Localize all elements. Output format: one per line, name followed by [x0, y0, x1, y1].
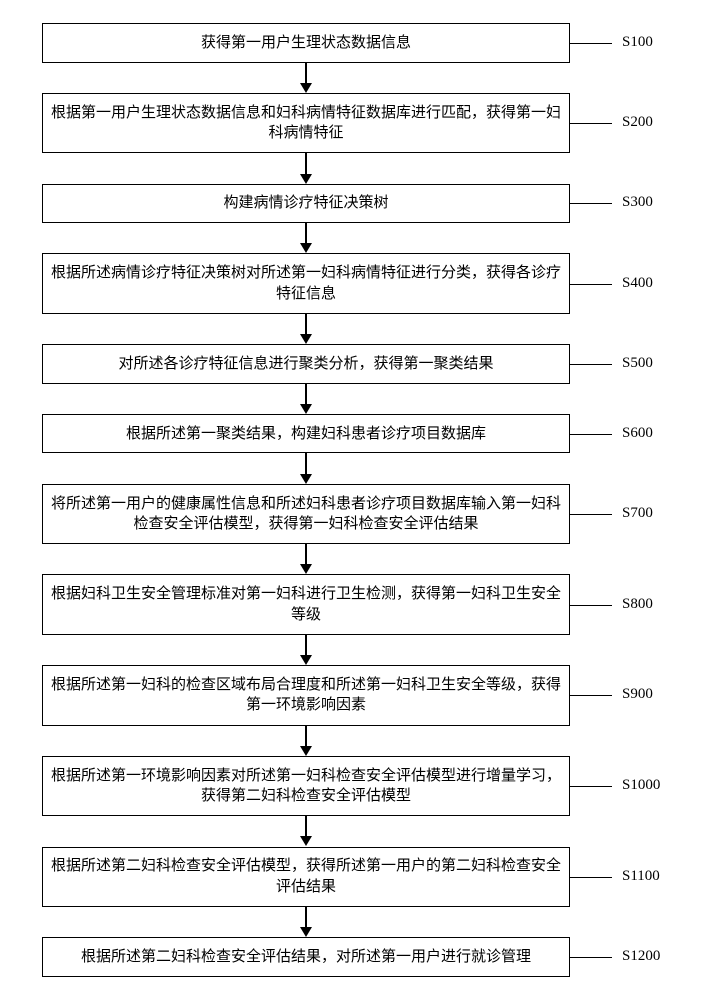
step-label-s400: S400	[622, 275, 653, 292]
step-label-s1100: S1100	[622, 868, 660, 885]
arrow-head-icon	[300, 174, 312, 184]
arrow-head-icon	[300, 746, 312, 756]
arrow-line	[305, 223, 307, 243]
label-connector-line	[570, 434, 612, 435]
flowchart-arrow	[300, 816, 312, 846]
flowchart-arrow	[300, 726, 312, 756]
flowchart-step-s1200: 根据所述第二妇科检查安全评估结果，对所述第一用户进行就诊管理	[42, 937, 570, 977]
step-text: 将所述第一用户的健康属性信息和所述妇科患者诊疗项目数据库输入第一妇科检查安全评估…	[51, 494, 561, 535]
step-text: 对所述各诊疗特征信息进行聚类分析，获得第一聚类结果	[118, 354, 493, 374]
step-label-s800: S800	[622, 596, 653, 613]
step-label-s1000: S1000	[622, 777, 660, 794]
label-connector-line	[570, 284, 612, 285]
step-label-s1200: S1200	[622, 948, 660, 965]
label-connector-line	[570, 203, 612, 204]
flowchart-step-s500: 对所述各诊疗特征信息进行聚类分析，获得第一聚类结果	[42, 344, 570, 384]
label-connector-line	[570, 123, 612, 124]
step-text: 根据所述第二妇科检查安全评估模型，获得所述第一用户的第二妇科检查安全评估结果	[51, 856, 561, 897]
arrow-line	[305, 63, 307, 83]
arrow-line	[305, 384, 307, 404]
step-label-s900: S900	[622, 686, 653, 703]
flowchart-arrow	[300, 153, 312, 183]
step-text: 获得第一用户生理状态数据信息	[201, 33, 411, 53]
flowchart-step-s1000: 根据所述第一环境影响因素对所述第一妇科检查安全评估模型进行增量学习，获得第二妇科…	[42, 756, 570, 816]
arrow-line	[305, 453, 307, 473]
arrow-head-icon	[300, 83, 312, 93]
label-connector-line	[570, 695, 612, 696]
arrow-line	[305, 153, 307, 173]
label-connector-line	[570, 877, 612, 878]
arrow-head-icon	[300, 474, 312, 484]
flowchart-arrow	[300, 63, 312, 93]
flowchart-arrow	[300, 453, 312, 483]
arrow-head-icon	[300, 564, 312, 574]
flowchart-arrow	[300, 384, 312, 414]
arrow-head-icon	[300, 655, 312, 665]
arrow-head-icon	[300, 836, 312, 846]
arrow-line	[305, 726, 307, 746]
label-connector-line	[570, 605, 612, 606]
label-connector-line	[570, 514, 612, 515]
arrow-line	[305, 907, 307, 927]
label-connector-line	[570, 364, 612, 365]
step-label-s600: S600	[622, 425, 653, 442]
flowchart-arrow	[300, 544, 312, 574]
step-text: 根据妇科卫生安全管理标准对第一妇科进行卫生检测，获得第一妇科卫生安全等级	[51, 584, 561, 625]
step-text: 根据所述第一妇科的检查区域布局合理度和所述第一妇科卫生安全等级，获得第一环境影响…	[51, 675, 561, 716]
flowchart-container: 获得第一用户生理状态数据信息 S100 根据第一用户生理状态数据信息和妇科病情特征数…	[0, 0, 702, 1000]
step-label-s300: S300	[622, 194, 653, 211]
flowchart-arrow	[300, 223, 312, 253]
flowchart-step-s100: 获得第一用户生理状态数据信息	[42, 23, 570, 63]
arrow-head-icon	[300, 927, 312, 937]
flowchart-step-s800: 根据妇科卫生安全管理标准对第一妇科进行卫生检测，获得第一妇科卫生安全等级	[42, 574, 570, 634]
flowchart-step-s900: 根据所述第一妇科的检查区域布局合理度和所述第一妇科卫生安全等级，获得第一环境影响…	[42, 665, 570, 725]
step-text: 根据所述第二妇科检查安全评估结果，对所述第一用户进行就诊管理	[81, 947, 531, 967]
flowchart-arrow	[300, 635, 312, 665]
label-connector-line	[570, 786, 612, 787]
flowchart-step-s600: 根据所述第一聚类结果，构建妇科患者诊疗项目数据库	[42, 414, 570, 454]
arrow-line	[305, 635, 307, 655]
flowchart-step-s400: 根据所述病情诊疗特征决策树对所述第一妇科病情特征进行分类，获得各诊疗特征信息	[42, 253, 570, 313]
step-text: 构建病情诊疗特征决策树	[223, 193, 388, 213]
label-connector-line	[570, 957, 612, 958]
step-label-s700: S700	[622, 505, 653, 522]
arrow-line	[305, 544, 307, 564]
flowchart-step-s700: 将所述第一用户的健康属性信息和所述妇科患者诊疗项目数据库输入第一妇科检查安全评估…	[42, 484, 570, 544]
step-label-s200: S200	[622, 114, 653, 131]
flowchart-arrow	[300, 314, 312, 344]
label-connector-line	[570, 43, 612, 44]
arrow-line	[305, 314, 307, 334]
flowchart-arrow	[300, 907, 312, 937]
flowchart-step-s300: 构建病情诊疗特征决策树	[42, 184, 570, 224]
arrow-head-icon	[300, 404, 312, 414]
arrow-line	[305, 816, 307, 836]
arrow-head-icon	[300, 243, 312, 253]
step-text: 根据所述病情诊疗特征决策树对所述第一妇科病情特征进行分类，获得各诊疗特征信息	[51, 263, 561, 304]
step-text: 根据第一用户生理状态数据信息和妇科病情特征数据库进行匹配，获得第一妇科病情特征	[51, 103, 561, 144]
step-text: 根据所述第一环境影响因素对所述第一妇科检查安全评估模型进行增量学习，获得第二妇科…	[51, 766, 561, 807]
flowchart-step-s1100: 根据所述第二妇科检查安全评估模型，获得所述第一用户的第二妇科检查安全评估结果	[42, 847, 570, 907]
step-label-s100: S100	[622, 34, 653, 51]
arrow-head-icon	[300, 334, 312, 344]
step-text: 根据所述第一聚类结果，构建妇科患者诊疗项目数据库	[126, 424, 486, 444]
step-label-s500: S500	[622, 355, 653, 372]
flowchart-step-s200: 根据第一用户生理状态数据信息和妇科病情特征数据库进行匹配，获得第一妇科病情特征	[42, 93, 570, 153]
